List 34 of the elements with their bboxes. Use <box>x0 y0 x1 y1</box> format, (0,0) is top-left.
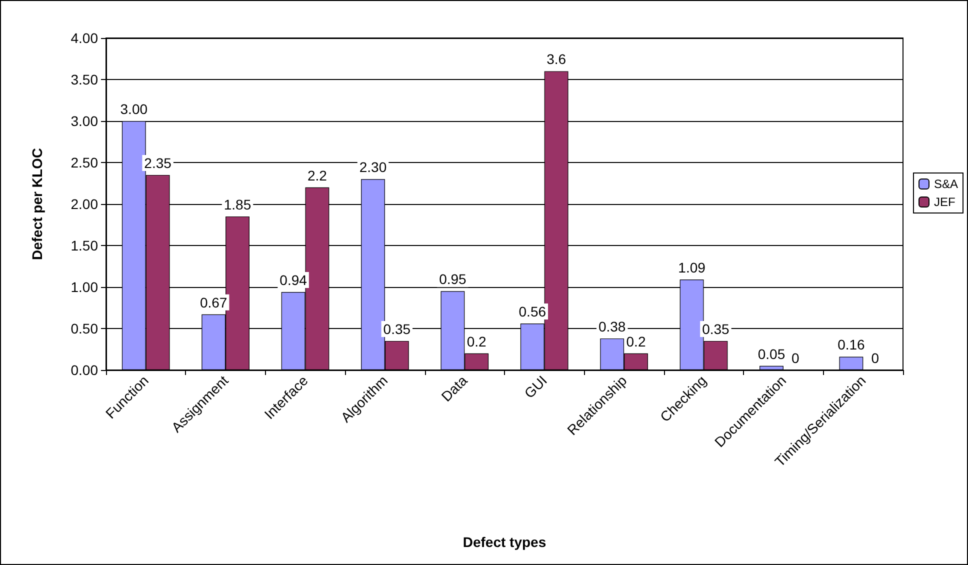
data-label: 2.30 <box>359 159 387 176</box>
data-label: 0.05 <box>758 346 786 362</box>
x-tick-label: GUI <box>521 372 550 402</box>
data-label: 0.2 <box>626 333 646 350</box>
y-tick-label: 1.50 <box>70 238 98 254</box>
data-label: 0.95 <box>439 271 467 288</box>
data-label: 1.85 <box>224 196 252 212</box>
y-tick-label: 0.00 <box>70 362 98 378</box>
data-label: 0.94 <box>280 272 308 288</box>
data-label: 0 <box>792 350 800 366</box>
y-tick-label: 2.00 <box>70 196 98 212</box>
y-tick-label: 4.00 <box>70 30 98 46</box>
y-axis-title: Defect per KLOC <box>29 148 45 260</box>
x-axis-title: Defect types <box>462 534 546 550</box>
data-label: 0.35 <box>702 320 730 337</box>
data-label: 2.2 <box>307 167 328 184</box>
data-label: 0.16 <box>838 336 866 353</box>
legend-label: S&A <box>934 177 958 191</box>
data-label: 0.38 <box>598 318 626 334</box>
legend-label: JEF <box>934 195 956 209</box>
y-tick-label: 3.00 <box>70 113 98 129</box>
data-label: 0.2 <box>466 333 487 350</box>
data-label: 0.35 <box>383 320 411 337</box>
data-label: 1.09 <box>678 260 706 276</box>
y-tick-label: 0.50 <box>70 320 98 336</box>
data-label: 0.56 <box>518 304 546 320</box>
data-label: 0.67 <box>200 294 228 310</box>
y-tick-label: 3.50 <box>70 72 98 88</box>
data-label: 2.35 <box>144 154 172 171</box>
data-label: 0 <box>871 350 880 366</box>
y-tick-label: 1.00 <box>70 279 98 295</box>
data-label: 3.00 <box>120 101 148 117</box>
data-label: 3.6 <box>546 51 566 68</box>
y-tick-label: 2.50 <box>70 154 98 170</box>
